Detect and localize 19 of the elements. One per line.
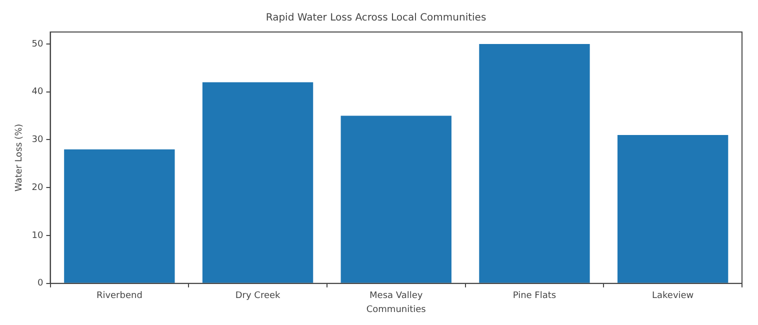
x-tick-label: Dry Creek (235, 291, 282, 302)
y-tick-label: 10 (32, 230, 44, 241)
chart-title: Rapid Water Loss Across Local Communities (266, 12, 486, 24)
bar (64, 149, 175, 283)
bar (202, 82, 314, 283)
x-axis-title: Communities (366, 304, 426, 315)
y-tick-label: 50 (32, 39, 44, 50)
x-tick-label: Pine Flats (512, 291, 556, 302)
bar (340, 116, 452, 283)
y-axis-title: Water Loss (%) (14, 124, 25, 192)
x-tick-label: Riverbend (96, 291, 142, 302)
bar (479, 44, 590, 283)
bar (617, 134, 728, 283)
x-tick-label: Mesa Valley (370, 291, 424, 302)
y-tick-label: 30 (32, 135, 44, 146)
x-tick-label: Lakeview (652, 291, 694, 302)
y-tick-label: 40 (32, 87, 44, 98)
y-tick-label: 20 (32, 182, 44, 193)
y-tick-label: 0 (38, 278, 44, 289)
